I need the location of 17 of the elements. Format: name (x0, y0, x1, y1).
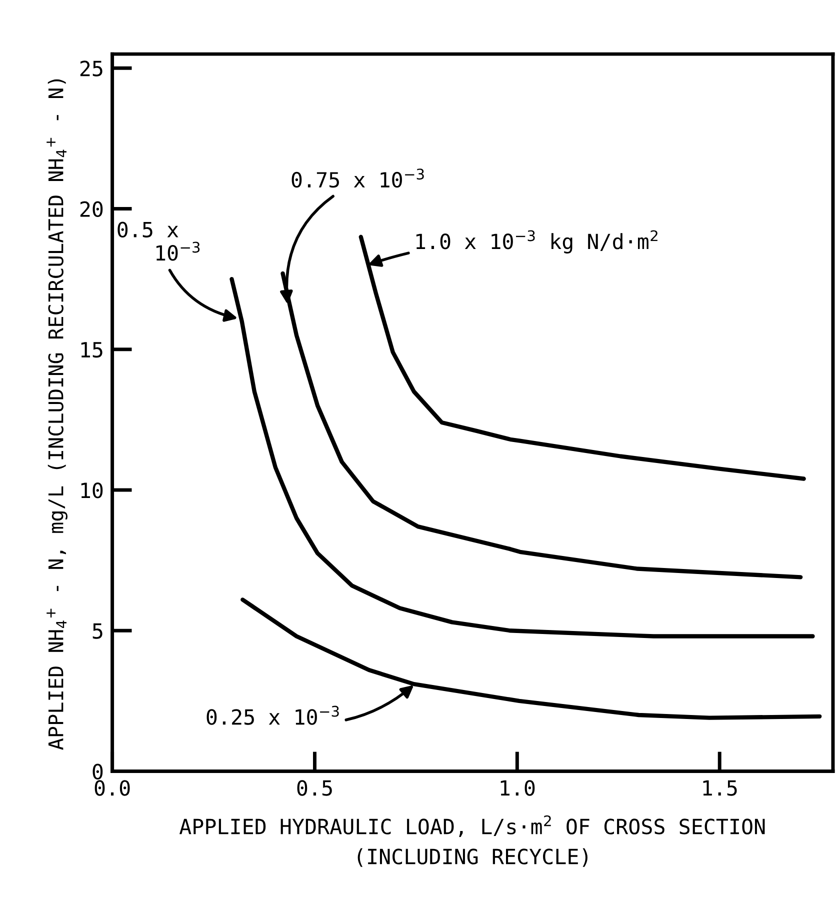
line-series (230, 276, 815, 638)
x-tick-label: 0.5 (297, 780, 332, 796)
x-tick-label: 1.0 (500, 780, 535, 796)
y-tick-label: 25 (80, 60, 102, 76)
y-tick-label: 10 (81, 482, 103, 498)
y-tick-label: 5 (92, 623, 102, 639)
annotation: 1.0 x 10$^{−3}$ kg N/d·m$^{2}$ (416, 230, 658, 254)
x-tick-label: 0.0 (94, 780, 130, 796)
y-tick-label: 20 (80, 201, 103, 218)
annotation: 0.5 x 10$^{−3}$ (118, 222, 200, 261)
annotation: 0.25 x 10$^{−3}$ (206, 706, 339, 725)
x-axis-title: APPLIED HYDRAULIC LOAD, L/s·m$^{2}$ OF CROSS SECTION (INCLUDING RECYCLE) (179, 815, 765, 867)
annotation: 0.75 x 10$^{−3}$ (292, 168, 424, 188)
y-tick-label: 15 (81, 342, 102, 358)
y-tick-label: 0 (92, 764, 103, 780)
text: APPLIED NH$_{4}$$^{+}$ - N, mg/L (INCLUDING RECIRCULATED NH$_{4}$$^{+}$ - N) (46, 79, 68, 750)
x-tick-label: 1.5 (703, 780, 737, 796)
